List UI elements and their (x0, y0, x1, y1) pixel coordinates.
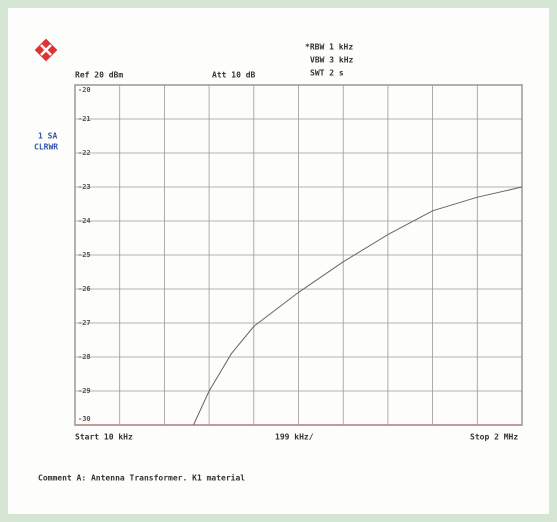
trace-mode: 1 SA (38, 132, 57, 141)
ref-level: Ref 20 dBm (75, 71, 123, 80)
y-tick-label: -21 (78, 115, 91, 123)
rbw: *RBW 1 kHz (305, 43, 353, 52)
span-label: 199 kHz/ (275, 433, 314, 442)
trace-mode: CLRWR (34, 143, 58, 152)
y-tick-label: -29 (78, 387, 91, 395)
y-tick-label: -26 (78, 285, 91, 293)
sweep-time: SWT 2 s (310, 69, 344, 78)
attenuation: Att 10 dB (212, 71, 256, 80)
y-tick-label: -23 (78, 183, 91, 191)
y-tick-label: -25 (78, 251, 91, 259)
logo (34, 38, 58, 62)
y-tick-label: -28 (78, 353, 91, 361)
y-tick-label: -24 (78, 217, 91, 225)
start-label: Start 10 kHz (75, 433, 133, 442)
vbw: VBW 3 kHz (310, 56, 354, 65)
stop-label: Stop 2 MHz (470, 433, 518, 442)
y-tick-label: -20 (78, 86, 91, 94)
y-tick-label: -27 (78, 319, 91, 327)
comment: Comment A: Antenna Transformer. K1 mater… (38, 473, 245, 483)
trace (193, 186, 523, 426)
y-tick-label: -22 (78, 149, 91, 157)
panel (8, 8, 549, 514)
y-tick-label: -30 (78, 415, 91, 423)
